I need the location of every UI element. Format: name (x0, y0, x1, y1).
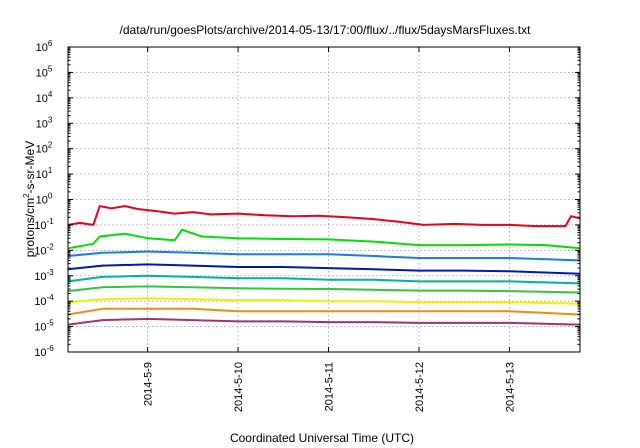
y-tick-label-base: 10 (36, 93, 48, 105)
x-tick-label: 2014-5-10 (233, 362, 245, 412)
series-line-9 (67, 317, 581, 326)
y-tick-label: 100 (36, 192, 53, 207)
series-line-7 (67, 297, 581, 305)
y-tick-label-base: 10 (34, 271, 46, 283)
y-tick-label-exp: -1 (47, 217, 55, 226)
x-tick-label: 2014-5-12 (414, 362, 426, 412)
y-tick-label: 10-2 (34, 242, 54, 257)
y-tick-label-base: 10 (36, 42, 48, 54)
y-tick-label: 106 (36, 39, 53, 54)
y-tick-label-base: 10 (36, 67, 48, 79)
y-tick-label: 104 (36, 90, 53, 105)
y-tick-label-base: 10 (34, 347, 46, 359)
y-tick-label: 102 (36, 141, 53, 156)
y-tick-label: 10-3 (34, 268, 54, 283)
x-tick-label: 2014-5-13 (504, 362, 516, 412)
y-axis-label-sup: 2 (22, 193, 31, 198)
y-tick-label-base: 10 (34, 322, 46, 334)
y-tick-label-exp: -4 (47, 293, 55, 302)
y-tick-label-base: 10 (34, 220, 46, 232)
y-axis-label-base: protons/cm (23, 198, 37, 257)
y-tick-label-base: 10 (36, 169, 48, 181)
y-tick-label: 10-1 (34, 217, 54, 232)
y-tick-label-exp: -3 (47, 268, 55, 277)
x-axis: 2014-5-9 2014-5-10 2014-5-11 2014-5-12 2014-… (143, 47, 516, 412)
y-tick-label-base: 10 (36, 118, 48, 130)
series-group (67, 205, 581, 326)
y-tick-label: 10-4 (34, 293, 54, 308)
y-tick-label: 101 (36, 166, 53, 181)
y-tick-label-base: 10 (36, 195, 48, 207)
y-tick-label-exp: 5 (48, 64, 53, 73)
grid-lines (68, 47, 580, 352)
y-tick-label-base: 10 (36, 144, 48, 156)
series-line-8 (67, 307, 581, 316)
series-line-4 (67, 263, 581, 275)
y-tick-label-exp: -2 (47, 242, 55, 251)
series-line-2 (67, 228, 581, 250)
y-tick-label-exp: -5 (47, 319, 55, 328)
chart-title: /data/run/goesPlots/archive/2014-05-13/1… (120, 23, 532, 37)
y-tick-label-base: 10 (34, 296, 46, 308)
x-tick-label: 2014-5-9 (143, 362, 155, 406)
y-tick-label-exp: 6 (48, 39, 53, 48)
y-tick-label: 103 (36, 115, 53, 130)
y-tick-label-exp: -6 (47, 344, 55, 353)
series-line-3 (67, 250, 581, 262)
y-axis-label-rest: -s-sr-MeV (23, 141, 37, 194)
y-tick-label-exp: 0 (48, 192, 53, 201)
y-tick-label-base: 10 (34, 245, 46, 257)
x-tick-label: 2014-5-11 (324, 362, 336, 411)
series-line-5 (67, 274, 581, 285)
y-tick-label-exp: 2 (48, 141, 53, 150)
series-line-1 (67, 205, 581, 228)
y-tick-label: 10-5 (34, 319, 54, 334)
y-tick-label-exp: 4 (48, 90, 53, 99)
y-axis: 10-610-510-410-310-210-11001011021031041… (34, 39, 580, 359)
y-axis-label: protons/cm2-s-sr-MeV (22, 141, 37, 257)
y-tick-label: 10-6 (34, 344, 54, 359)
y-tick-label-exp: 1 (48, 166, 53, 175)
y-tick-label: 105 (36, 64, 53, 79)
x-axis-label: Coordinated Universal Time (UTC) (230, 431, 414, 445)
y-tick-label-exp: 3 (48, 115, 53, 124)
series-line-6 (67, 285, 581, 294)
